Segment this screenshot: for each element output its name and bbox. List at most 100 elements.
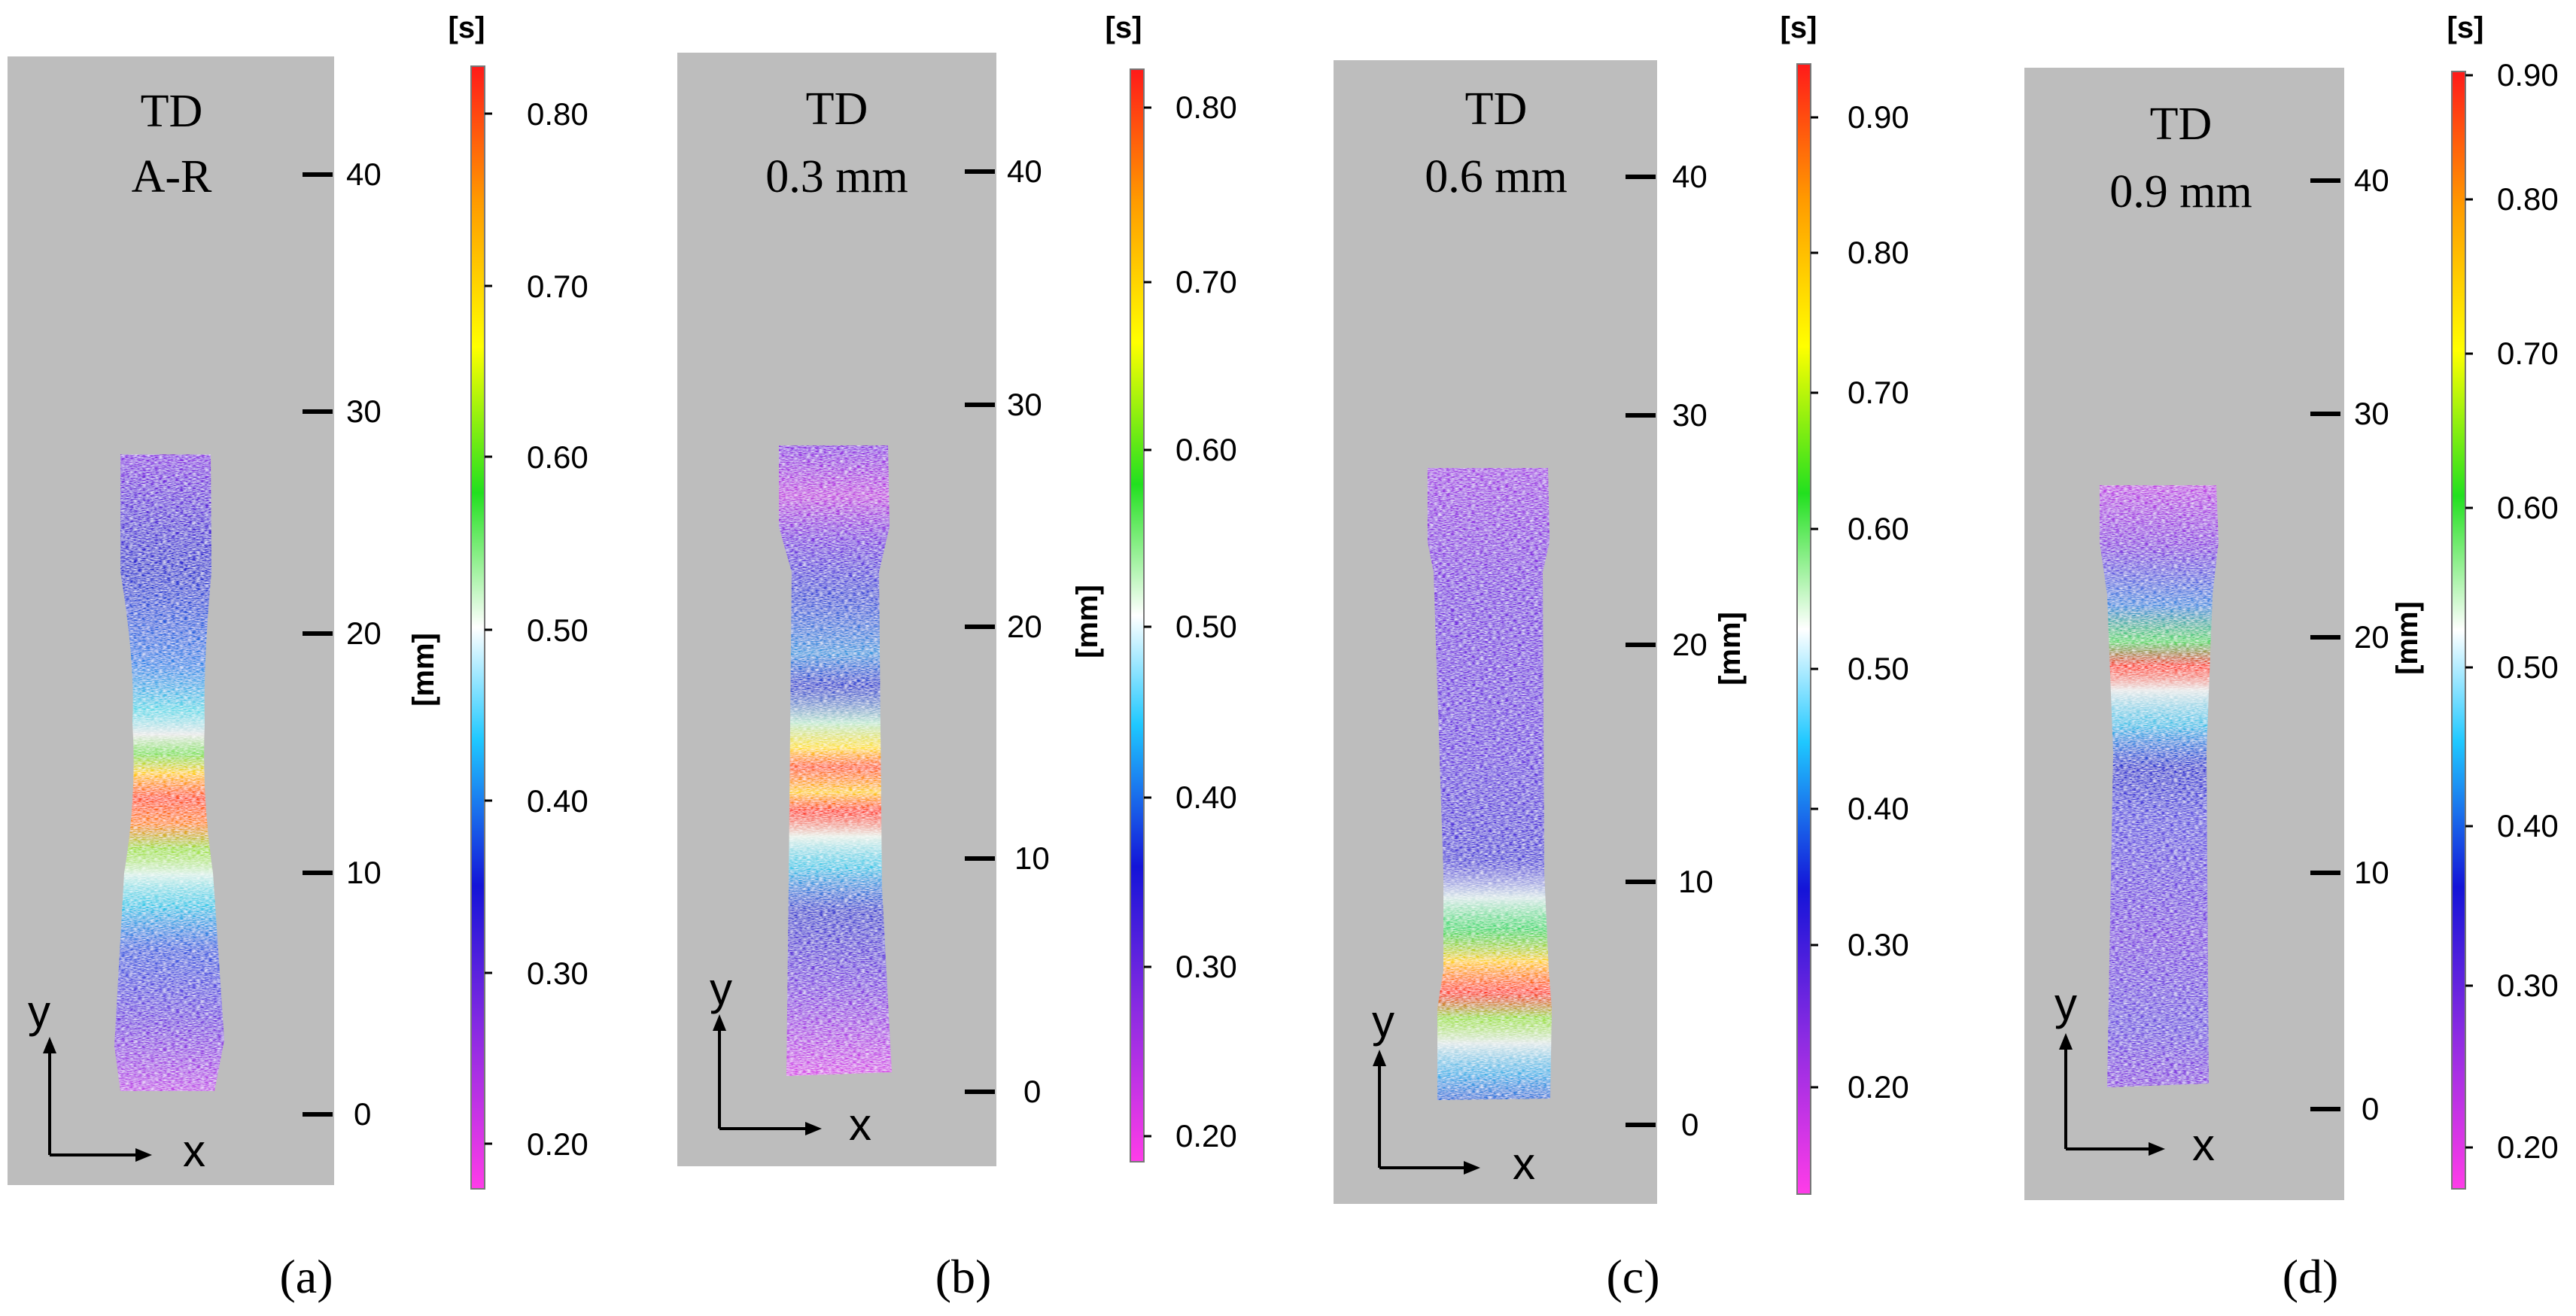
colorbar-tick-label: 0.40 xyxy=(2497,808,2559,843)
y-tick-label: 20 xyxy=(346,615,382,651)
colorbar-tick-label: 0.30 xyxy=(1175,949,1237,984)
colorbar-tick-label: 0.60 xyxy=(1175,432,1237,467)
y-tick-label: 40 xyxy=(1672,159,1708,194)
colorbar-gradient xyxy=(2451,71,2466,1190)
colorbar-tick-label: 0.70 xyxy=(1175,264,1237,299)
colorbar-tick-label: 0.40 xyxy=(1848,791,1909,826)
x-arrow-label: x xyxy=(2192,1120,2215,1170)
y-axis-unit: [mm] xyxy=(2391,601,2424,675)
y-axis: 40 30 20 10 0 [mm] xyxy=(2310,163,2424,1126)
colorbar-tick-label: 0.30 xyxy=(527,956,588,991)
colorbar-tick-label: 0.70 xyxy=(1848,375,1909,410)
colorbar-unit: [s] xyxy=(2447,11,2484,44)
y-arrow-label: y xyxy=(28,986,50,1037)
colorbar-ticks: 0.20 0.30 0.40 0.50 0.60 0.70 0.80 xyxy=(485,96,588,1162)
panel-title-line-2: 0.9 mm xyxy=(2109,166,2252,217)
panel-title-line-1: TD xyxy=(806,84,868,135)
colorbar-gradient xyxy=(1796,63,1811,1195)
colorbar-tick-label: 0.60 xyxy=(1848,511,1909,546)
y-tick-label: 0 xyxy=(2362,1091,2379,1126)
y-tick-label: 10 xyxy=(2354,855,2389,890)
xy-arrows: y x xyxy=(710,964,871,1150)
specimen xyxy=(779,445,892,1076)
y-arrow-label: y xyxy=(2054,979,2077,1029)
colorbar-tick-label: 0.50 xyxy=(2497,649,2559,685)
xy-arrows: y x xyxy=(28,986,205,1176)
colorbar-tick-label: 0.80 xyxy=(1848,235,1909,270)
y-arrow-label: y xyxy=(1372,996,1394,1047)
y-tick-label: 20 xyxy=(1007,609,1042,644)
colorbar-tick-label: 0.20 xyxy=(527,1126,588,1162)
panel-title-line-1: TD xyxy=(2150,99,2213,150)
colorbar-tick-label: 0.30 xyxy=(1848,927,1909,962)
colorbar-tick-label: 0.50 xyxy=(527,612,588,648)
colorbar-unit: [s] xyxy=(449,11,485,44)
colorbar-tick-label: 0.80 xyxy=(2497,181,2559,217)
specimen xyxy=(2100,485,2219,1087)
colorbar-tick-label: 0.60 xyxy=(2497,490,2559,525)
panel-caption: (a) xyxy=(279,1250,333,1303)
x-arrow-label: x xyxy=(849,1099,871,1150)
y-tick-label: 30 xyxy=(346,394,382,429)
colorbar-tick-label: 0.30 xyxy=(2497,968,2559,1003)
y-tick-label: 10 xyxy=(1014,840,1050,876)
y-tick-label: 40 xyxy=(2354,163,2389,198)
y-tick-label: 40 xyxy=(1007,153,1042,189)
y-axis: 40 30 20 10 0 [mm] xyxy=(1626,159,1747,1142)
y-axis-unit: [mm] xyxy=(1071,585,1104,658)
panel-a: TD A-R 40 30 20 10 0 [mm] y x [s] xyxy=(8,11,588,1303)
colorbar-ticks: 0.20 0.30 0.40 0.50 0.60 0.70 0.80 0.90 xyxy=(1811,99,1909,1105)
y-tick-label: 10 xyxy=(1678,864,1714,899)
colorbar-tick-label: 0.50 xyxy=(1848,651,1909,686)
panel-title-line-2: 0.6 mm xyxy=(1425,151,1567,202)
colorbar-ticks: 0.20 0.30 0.40 0.50 0.60 0.70 0.80 0.90 xyxy=(2465,57,2559,1165)
colorbar-tick-label: 0.80 xyxy=(527,96,588,132)
y-tick-label: 0 xyxy=(1023,1074,1041,1109)
y-axis-unit: [mm] xyxy=(407,633,440,707)
colorbar: [s] 0.20 0.30 0.40 0.50 0.60 0.70 0.80 0… xyxy=(1781,11,1909,1195)
colorbar-gradient xyxy=(1130,68,1145,1163)
y-tick-label: 0 xyxy=(1681,1107,1699,1142)
colorbar-tick-label: 0.60 xyxy=(527,439,588,475)
panel-title-line-1: TD xyxy=(1465,84,1528,135)
colorbar-gradient xyxy=(470,65,485,1190)
panel-d: TD 0.9 mm 40 30 20 10 0 [mm] y x [s] xyxy=(2024,11,2559,1303)
colorbar-tick-label: 0.90 xyxy=(2497,57,2559,93)
y-tick-label: 30 xyxy=(2354,396,2389,431)
y-arrow-label: y xyxy=(710,964,732,1014)
y-tick-label: 20 xyxy=(1672,627,1708,662)
y-tick-label: 20 xyxy=(2354,619,2389,655)
panel-caption: (c) xyxy=(1606,1250,1659,1303)
xy-arrows: y x xyxy=(1372,996,1535,1189)
y-axis: 40 30 20 10 0 [mm] xyxy=(303,157,440,1132)
colorbar-tick-label: 0.40 xyxy=(527,783,588,819)
colorbar-tick-label: 0.40 xyxy=(1175,780,1237,815)
y-tick-label: 10 xyxy=(346,855,382,890)
panel-caption: (d) xyxy=(2283,1250,2339,1303)
colorbar: [s] 0.20 0.30 0.40 0.50 0.60 0.70 0.80 0… xyxy=(2447,11,2559,1190)
colorbar: [s] 0.20 0.30 0.40 0.50 0.60 0.70 0.80 xyxy=(1106,11,1237,1163)
colorbar-tick-label: 0.20 xyxy=(1175,1118,1237,1153)
panel-title-line-2: A-R xyxy=(132,151,212,202)
y-axis-unit: [mm] xyxy=(1714,612,1747,685)
colorbar-tick-label: 0.80 xyxy=(1175,90,1237,125)
y-tick-label: 40 xyxy=(346,157,382,192)
colorbar-tick-label: 0.50 xyxy=(1175,609,1237,644)
colorbar-tick-label: 0.20 xyxy=(1848,1069,1909,1105)
panel-b: TD 0.3 mm 40 30 20 10 0 [mm] y x [s] xyxy=(677,11,1237,1303)
panel-c: TD 0.6 mm 40 30 20 10 0 [mm] y x [s] xyxy=(1334,11,1909,1303)
colorbar-tick-label: 0.20 xyxy=(2497,1129,2559,1165)
x-arrow-label: x xyxy=(1513,1138,1535,1189)
xy-arrows: y x xyxy=(2054,979,2215,1170)
specimen xyxy=(1428,468,1552,1100)
y-tick-label: 30 xyxy=(1672,397,1708,433)
colorbar-unit: [s] xyxy=(1781,11,1817,44)
x-arrow-label: x xyxy=(183,1126,205,1176)
colorbar-tick-label: 0.90 xyxy=(1848,99,1909,135)
panel-title-line-1: TD xyxy=(141,86,203,137)
colorbar-tick-label: 0.70 xyxy=(2497,336,2559,371)
colorbar: [s] 0.20 0.30 0.40 0.50 0.60 0.70 0.80 xyxy=(449,11,588,1190)
y-axis: 40 30 20 10 0 [mm] xyxy=(965,153,1104,1109)
specimen xyxy=(114,454,224,1091)
